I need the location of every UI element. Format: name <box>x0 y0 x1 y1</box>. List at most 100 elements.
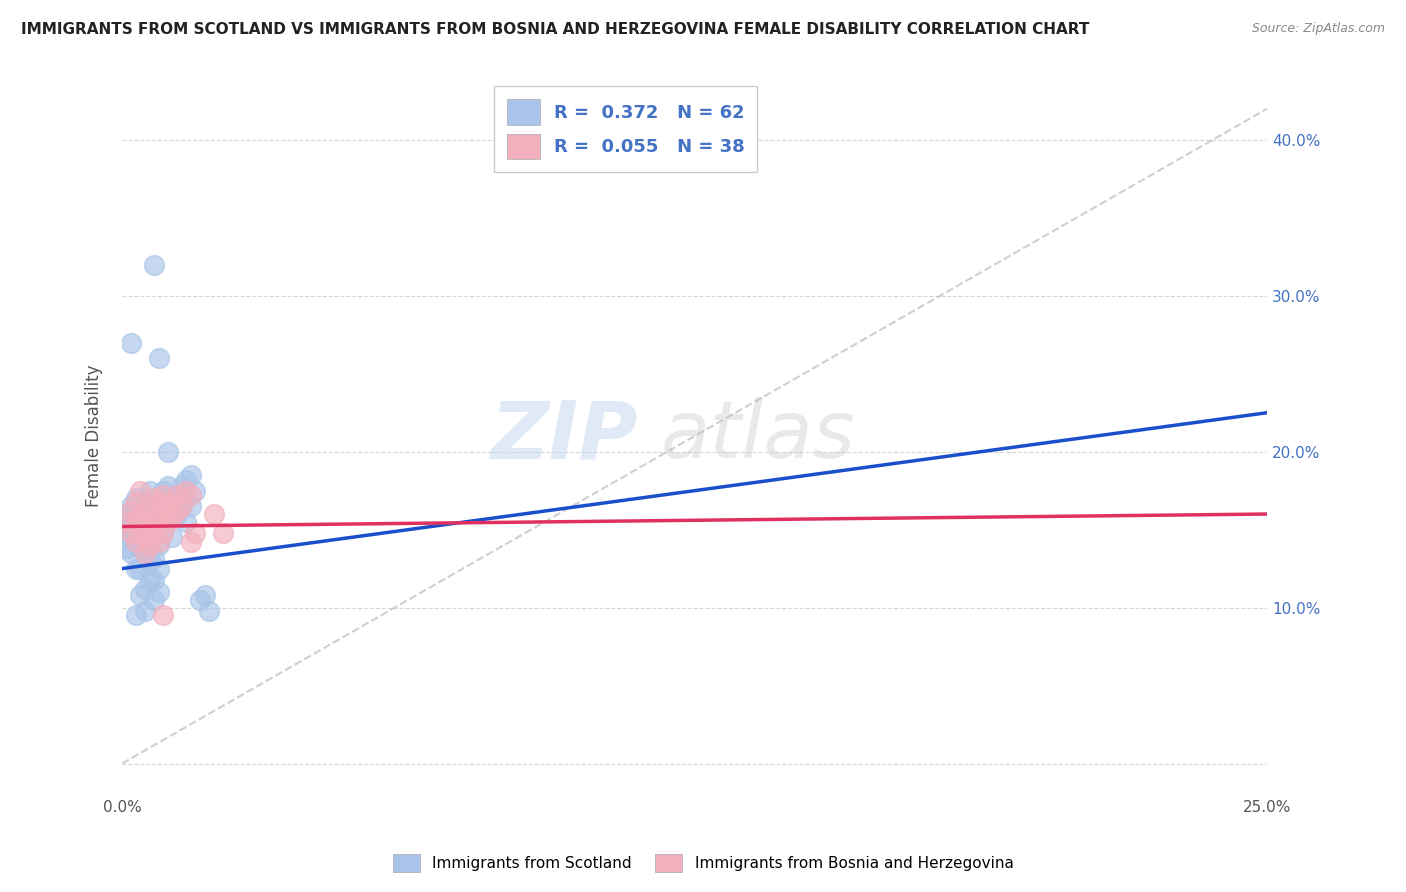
Text: ZIP: ZIP <box>491 397 637 475</box>
Point <box>143 525 166 540</box>
Legend: Immigrants from Scotland, Immigrants from Bosnia and Herzegovina: Immigrants from Scotland, Immigrants fro… <box>385 846 1021 880</box>
Point <box>129 483 152 498</box>
Point <box>125 494 148 508</box>
Point <box>170 500 193 514</box>
Point <box>120 515 142 529</box>
Point <box>166 504 188 518</box>
Point <box>134 519 156 533</box>
Point <box>148 494 170 508</box>
Point <box>174 483 197 498</box>
Point <box>125 535 148 549</box>
Point <box>143 510 166 524</box>
Point <box>162 510 184 524</box>
Legend: R =  0.372   N = 62, R =  0.055   N = 38: R = 0.372 N = 62, R = 0.055 N = 38 <box>495 87 758 172</box>
Point <box>152 608 174 623</box>
Point <box>156 479 179 493</box>
Point <box>148 535 170 549</box>
Point <box>156 515 179 529</box>
Point <box>125 515 148 529</box>
Point <box>188 592 211 607</box>
Point <box>129 510 152 524</box>
Point <box>129 588 152 602</box>
Point <box>156 444 179 458</box>
Point <box>184 483 207 498</box>
Point <box>162 494 184 508</box>
Point <box>152 504 174 518</box>
Point <box>143 592 166 607</box>
Point <box>134 494 156 508</box>
Y-axis label: Female Disability: Female Disability <box>86 365 103 508</box>
Point <box>148 538 170 552</box>
Point <box>138 533 160 548</box>
Point <box>152 488 174 502</box>
Text: IMMIGRANTS FROM SCOTLAND VS IMMIGRANTS FROM BOSNIA AND HERZEGOVINA FEMALE DISABI: IMMIGRANTS FROM SCOTLAND VS IMMIGRANTS F… <box>21 22 1090 37</box>
Point <box>120 525 142 540</box>
Point <box>143 525 166 540</box>
Point <box>125 608 148 623</box>
Point <box>129 504 152 518</box>
Point <box>125 561 148 575</box>
Point <box>125 491 148 506</box>
Text: atlas: atlas <box>661 397 855 475</box>
Point <box>125 535 148 549</box>
Point <box>134 530 156 544</box>
Point <box>166 488 188 502</box>
Point <box>148 494 170 508</box>
Point <box>120 500 142 514</box>
Point <box>170 479 193 493</box>
Point <box>115 541 138 556</box>
Point <box>156 500 179 514</box>
Point <box>115 515 138 529</box>
Point <box>143 504 166 518</box>
Point <box>120 546 142 560</box>
Point <box>138 500 160 514</box>
Point <box>180 488 202 502</box>
Point <box>115 507 138 521</box>
Point <box>138 554 160 568</box>
Point <box>174 473 197 487</box>
Point <box>134 546 156 560</box>
Point <box>120 335 142 350</box>
Point <box>211 525 233 540</box>
Point <box>180 500 202 514</box>
Point <box>170 500 193 514</box>
Point <box>125 510 148 524</box>
Point <box>148 561 170 575</box>
Point <box>166 488 188 502</box>
Point <box>120 525 142 540</box>
Point <box>143 573 166 587</box>
Point <box>143 550 166 565</box>
Point <box>138 538 160 552</box>
Point <box>156 500 179 514</box>
Point <box>129 525 152 540</box>
Point <box>115 519 138 533</box>
Point <box>129 541 152 556</box>
Point <box>174 515 197 529</box>
Point <box>148 585 170 599</box>
Point <box>162 530 184 544</box>
Point <box>138 515 160 529</box>
Point <box>152 525 174 540</box>
Point <box>180 535 202 549</box>
Point <box>148 515 170 529</box>
Point <box>129 525 152 540</box>
Point <box>162 491 184 506</box>
Point <box>134 604 156 618</box>
Point <box>143 491 166 506</box>
Point <box>193 588 215 602</box>
Point <box>180 468 202 483</box>
Point <box>115 530 138 544</box>
Point <box>134 582 156 596</box>
Point <box>134 504 156 518</box>
Point <box>152 507 174 521</box>
Point <box>138 573 160 587</box>
Point <box>148 515 170 529</box>
Point <box>184 525 207 540</box>
Text: Source: ZipAtlas.com: Source: ZipAtlas.com <box>1251 22 1385 36</box>
Point <box>148 351 170 365</box>
Point <box>152 483 174 498</box>
Point <box>152 525 174 540</box>
Point <box>162 510 184 524</box>
Point <box>138 519 160 533</box>
Point <box>134 538 156 552</box>
